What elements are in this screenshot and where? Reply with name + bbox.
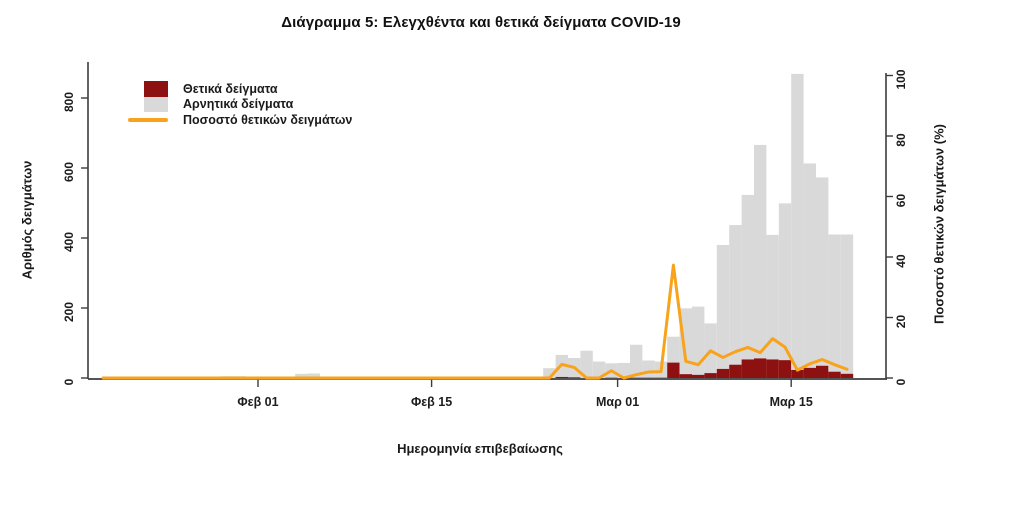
bar-positive (754, 358, 767, 378)
bar-negative (840, 234, 854, 374)
bar-negative (766, 234, 779, 360)
bar-negative (307, 373, 320, 378)
x-axis-label: Ημερομηνία επιβεβαίωσης (397, 441, 563, 456)
y-right-tick-label: 20 (894, 315, 908, 329)
bar-negative (592, 361, 606, 378)
y-left-tick-label: 800 (62, 92, 76, 112)
y-axis-label-right: Ποσοστό θετικών δειγμάτων (%) (931, 124, 947, 324)
bar-positive (803, 367, 816, 378)
x-tick-label: Φεβ 01 (237, 395, 278, 409)
bar-positive (692, 374, 705, 378)
positive-rate-line (101, 263, 849, 380)
y-left-tick-label: 200 (62, 302, 76, 322)
legend-item-rate: Ποσοστό θετικών δειγμάτων (128, 112, 352, 128)
y-left-tick-label: 0 (62, 378, 76, 385)
bar-negative (642, 360, 655, 378)
legend-item-positive: Θετικά δείγματα (128, 81, 352, 97)
y-left-tick-label: 400 (62, 232, 76, 252)
bar-negative (543, 368, 556, 378)
bar-negative (716, 245, 730, 369)
bar-positive (766, 359, 779, 378)
bar-positive (791, 369, 804, 378)
y-right-tick-label: 60 (894, 194, 908, 208)
bar-negative (754, 144, 767, 359)
legend-label-rate: Ποσοστό θετικών δειγμάτων (183, 112, 353, 127)
bar-positive (778, 360, 792, 378)
x-tick-label: Μαρ 01 (596, 395, 639, 409)
bar-positive (828, 371, 841, 378)
bar-positive (704, 373, 717, 378)
bar-positive (568, 377, 581, 378)
negative-samples-swatch (144, 96, 168, 112)
legend-item-negative: Αρνητικά δείγματα (128, 96, 352, 112)
y-right-tick-label: 40 (894, 254, 908, 268)
x-tick-label: Μαρ 15 (770, 395, 813, 409)
bar-negative (295, 373, 308, 378)
bar-positive (555, 376, 568, 378)
bar-negative (816, 177, 829, 366)
bar-negative (803, 163, 816, 368)
y-right-tick-label: 100 (894, 69, 908, 89)
y-axis-label-left: Αριθμός δειγμάτων (19, 160, 35, 280)
bar-positive (679, 374, 692, 378)
bar-negative (729, 225, 742, 365)
bar-negative (778, 203, 792, 361)
positive-samples-swatch (144, 81, 168, 97)
bar-negative (580, 350, 593, 378)
bar-negative (667, 336, 680, 363)
bar-negative (791, 73, 804, 370)
bar-negative (617, 362, 630, 378)
chart-title: Διάγραμμα 5: Ελεγχθέντα και θετικά δείγμ… (281, 14, 681, 31)
positive-rate-line-swatch (128, 118, 168, 122)
y-right-tick-label: 0 (894, 378, 908, 385)
legend-label-negative: Αρνητικά δείγματα (183, 97, 294, 112)
bar-negative (828, 234, 841, 372)
bar-positive (729, 364, 742, 378)
bar-negative (679, 308, 692, 375)
bar-positive (741, 359, 754, 378)
x-tick-label: Φεβ 15 (411, 395, 452, 409)
bar-negative (704, 323, 717, 374)
bar-negative (741, 194, 754, 360)
bar-positive (716, 368, 730, 378)
bar-positive (840, 373, 854, 378)
legend-label-positive: Θετικά δείγματα (183, 81, 278, 96)
bar-positive (816, 365, 829, 378)
y-right-tick-label: 80 (894, 133, 908, 147)
chart-legend: Θετικά δείγματα Αρνητικά δείγματα Ποσοστ… (128, 81, 352, 128)
bar-positive (667, 362, 680, 378)
bar-negative (692, 306, 705, 375)
y-left-tick-label: 600 (62, 162, 76, 182)
bar-negative (630, 344, 643, 378)
